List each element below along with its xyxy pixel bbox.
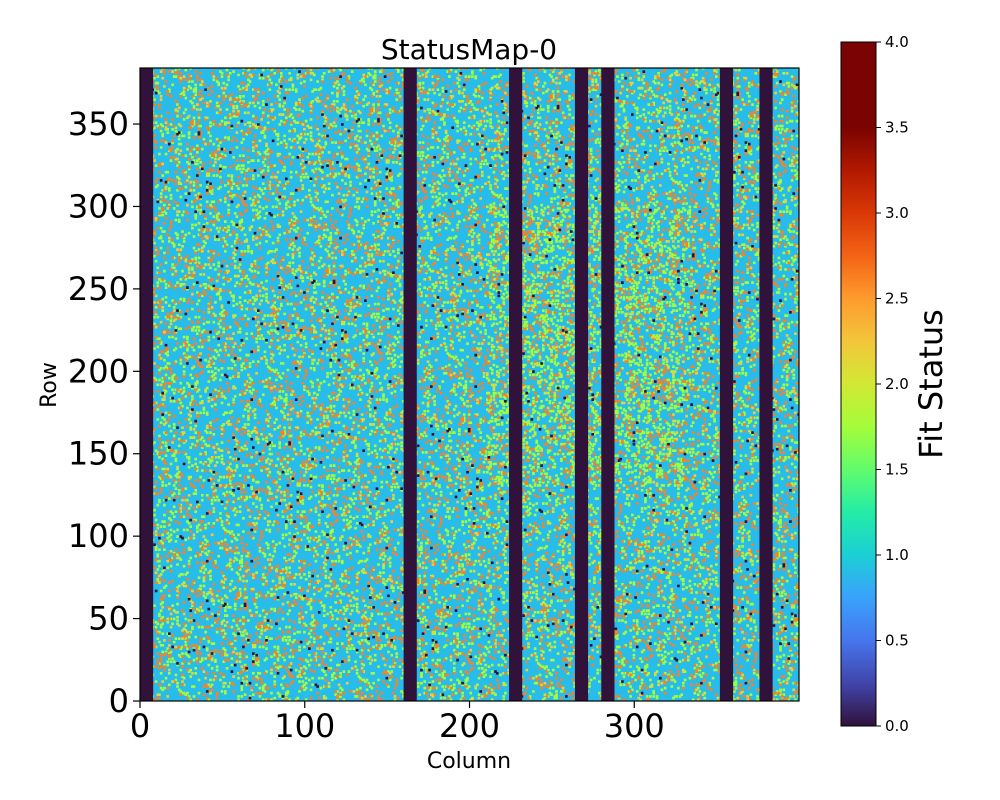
colorbar-tick-label: 1.0 bbox=[885, 546, 909, 564]
x-axis-ticks: 0 100 200 300 bbox=[130, 701, 665, 745]
heatmap-plot-area bbox=[140, 68, 799, 701]
colorbar-label: Fit Status bbox=[912, 309, 950, 459]
colorbar-tick-label: 0.5 bbox=[885, 632, 909, 650]
colorbar-tick-label: 2.5 bbox=[885, 290, 909, 308]
x-axis-label: Column bbox=[427, 749, 511, 774]
colorbar-gradient bbox=[840, 41, 877, 727]
colorbar-tick-label: 4.0 bbox=[885, 33, 909, 51]
dead-column-1 bbox=[403, 68, 417, 701]
chart-title: StatusMap-0 bbox=[381, 33, 557, 66]
dead-column-3 bbox=[574, 68, 589, 701]
colorbar-tick-label: 3.5 bbox=[885, 119, 909, 137]
y-tick-label: 300 bbox=[68, 187, 129, 225]
x-tick-label: 300 bbox=[604, 707, 665, 745]
dead-column-5 bbox=[719, 68, 734, 701]
x-tick-label: 100 bbox=[274, 707, 335, 745]
heatmap-scatter-pixels bbox=[140, 68, 799, 701]
dead-column-2 bbox=[509, 68, 523, 701]
status-0-pixels bbox=[140, 70, 799, 700]
colorbar: 0.0 0.5 1.0 1.5 2.0 2.5 3.0 3.5 4.0 Fit Status bbox=[840, 33, 950, 735]
y-tick-label: 50 bbox=[88, 600, 129, 638]
status-2-pixels bbox=[140, 68, 799, 701]
dead-column-bands bbox=[140, 68, 773, 701]
y-tick-label: 0 bbox=[109, 682, 129, 720]
colorbar-tick-label: 3.0 bbox=[885, 204, 909, 222]
y-tick-label: 350 bbox=[68, 105, 129, 143]
dead-column-6 bbox=[759, 68, 773, 701]
y-tick-label: 250 bbox=[68, 270, 129, 308]
x-tick-label: 0 bbox=[130, 707, 150, 745]
y-axis-ticks: 0 50 100 150 200 250 300 350 bbox=[68, 105, 140, 720]
x-tick-label: 200 bbox=[439, 707, 500, 745]
y-tick-label: 200 bbox=[68, 352, 129, 390]
y-axis-label: Row bbox=[37, 362, 62, 408]
dead-column-0 bbox=[140, 68, 154, 701]
y-tick-label: 100 bbox=[68, 517, 129, 555]
status-3-pixels bbox=[140, 68, 799, 701]
y-tick-label: 150 bbox=[68, 435, 129, 473]
dead-column-4 bbox=[601, 68, 615, 701]
colorbar-ticks: 0.0 0.5 1.0 1.5 2.0 2.5 3.0 3.5 4.0 bbox=[876, 33, 909, 735]
colorbar-tick-label: 2.0 bbox=[885, 375, 909, 393]
colorbar-tick-label: 1.5 bbox=[885, 461, 909, 479]
colorbar-tick-label: 0.0 bbox=[885, 717, 909, 735]
